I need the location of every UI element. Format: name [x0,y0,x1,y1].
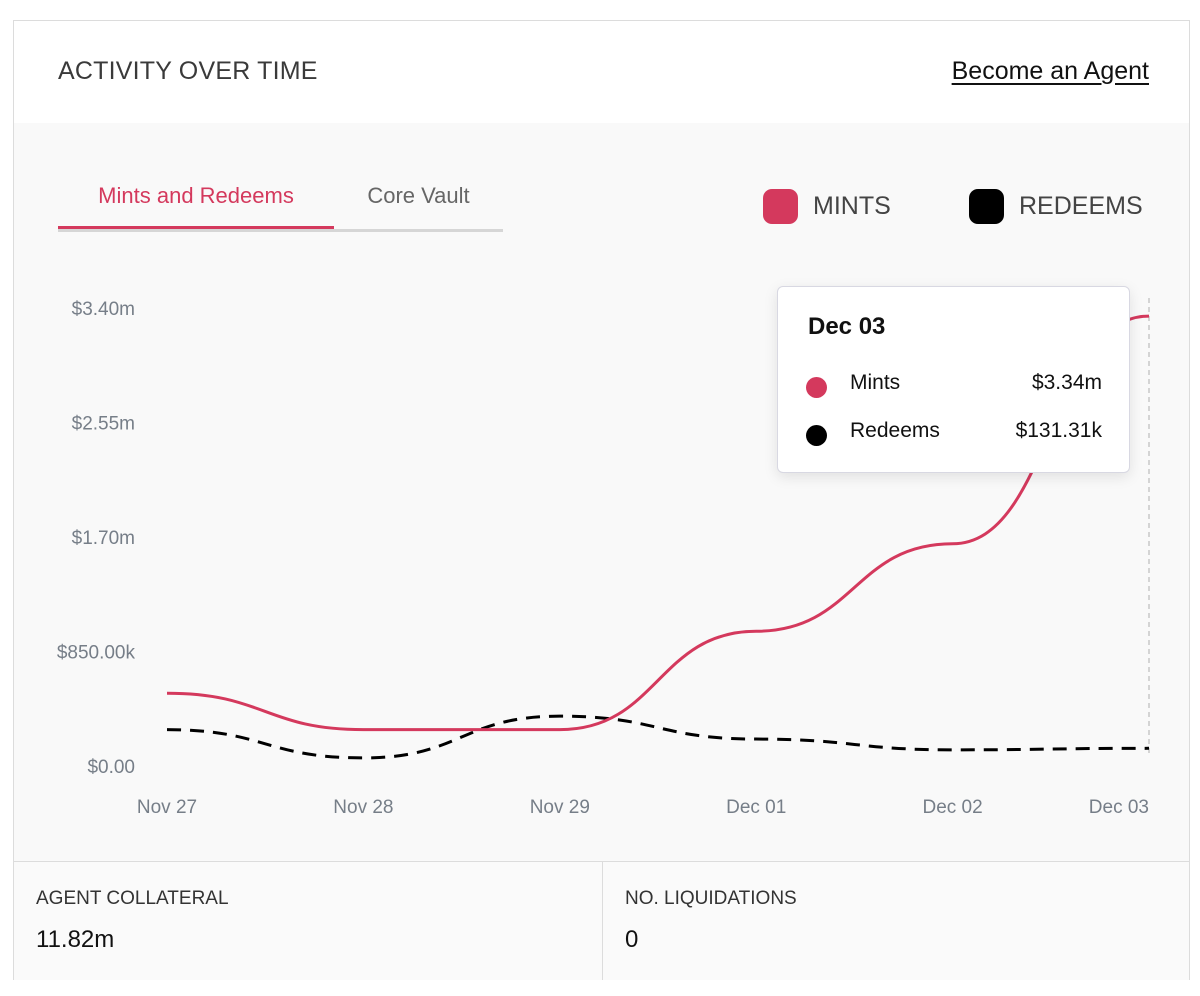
stat-liquidations-value: 0 [625,926,639,953]
series-line-mints[interactable] [166,314,1150,732]
legend-mints-label: MINTS [813,192,891,220]
tab-core-vault[interactable]: Core Vault [367,183,470,208]
chart-tabs: Mints and Redeems Core Vault [58,183,503,232]
y-tick-label: $0.00 [87,757,135,778]
become-agent-link[interactable]: Become an Agent [951,57,1149,85]
legend-mints[interactable]: MINTS [763,189,891,224]
tooltip-mints-value: $3.34m [1031,371,1102,394]
x-tick-label: Dec 03 [1089,797,1149,818]
stat-agent-collateral-label: AGENT COLLATERAL [36,888,229,909]
stat-agent-collateral: AGENT COLLATERAL 11.82m [14,862,603,980]
stats-bar: AGENT COLLATERAL 11.82m NO. LIQUIDATIONS… [14,861,1189,980]
legend-redeems[interactable]: REDEEMS [969,189,1143,224]
tooltip-date: Dec 03 [808,313,886,340]
chart-tooltip: Dec 03 Mints $3.34m Redeems $131.31k [777,286,1130,473]
y-tick-label: $3.40m [72,299,135,320]
tooltip-mints-name: Mints [850,371,901,394]
x-tick-label: Nov 28 [333,797,393,818]
legend-redeems-label: REDEEMS [1019,192,1143,220]
x-tick-label: Nov 27 [137,797,197,818]
legend-redeems-swatch [969,189,1004,224]
card-title: ACTIVITY OVER TIME [58,57,318,85]
tooltip-redeems-name: Redeems [850,419,940,442]
y-tick-label: $1.70m [72,528,135,549]
y-tick-label: $2.55m [72,414,135,435]
legend-mints-swatch [763,189,798,224]
stat-liquidations: NO. LIQUIDATIONS 0 [603,862,1190,980]
card-header: ACTIVITY OVER TIME Become an Agent [14,21,1189,124]
y-tick-label: $850.00k [57,643,136,664]
stat-liquidations-label: NO. LIQUIDATIONS [625,888,797,909]
x-tick-label: Dec 01 [726,797,786,818]
line-chart[interactable]: $0.00 $850.00k $1.70m $2.55m $3.40m Nov 27 Nov… [14,123,1189,861]
activity-card: ACTIVITY OVER TIME Become an Agent Mints… [13,20,1190,980]
series-line-redeems[interactable] [166,714,1150,760]
x-tick-label: Nov 29 [530,797,590,818]
tooltip-redeems-value: $131.31k [1015,419,1102,442]
redeems-dot-icon [806,425,827,446]
mints-dot-icon [806,377,827,398]
stat-agent-collateral-value: 11.82m [36,926,115,953]
tab-mints-and-redeems[interactable]: Mints and Redeems [58,183,334,229]
chart-area: Mints and Redeems Core Vault MINTS REDEE… [14,123,1189,861]
x-tick-label: Dec 02 [922,797,982,818]
